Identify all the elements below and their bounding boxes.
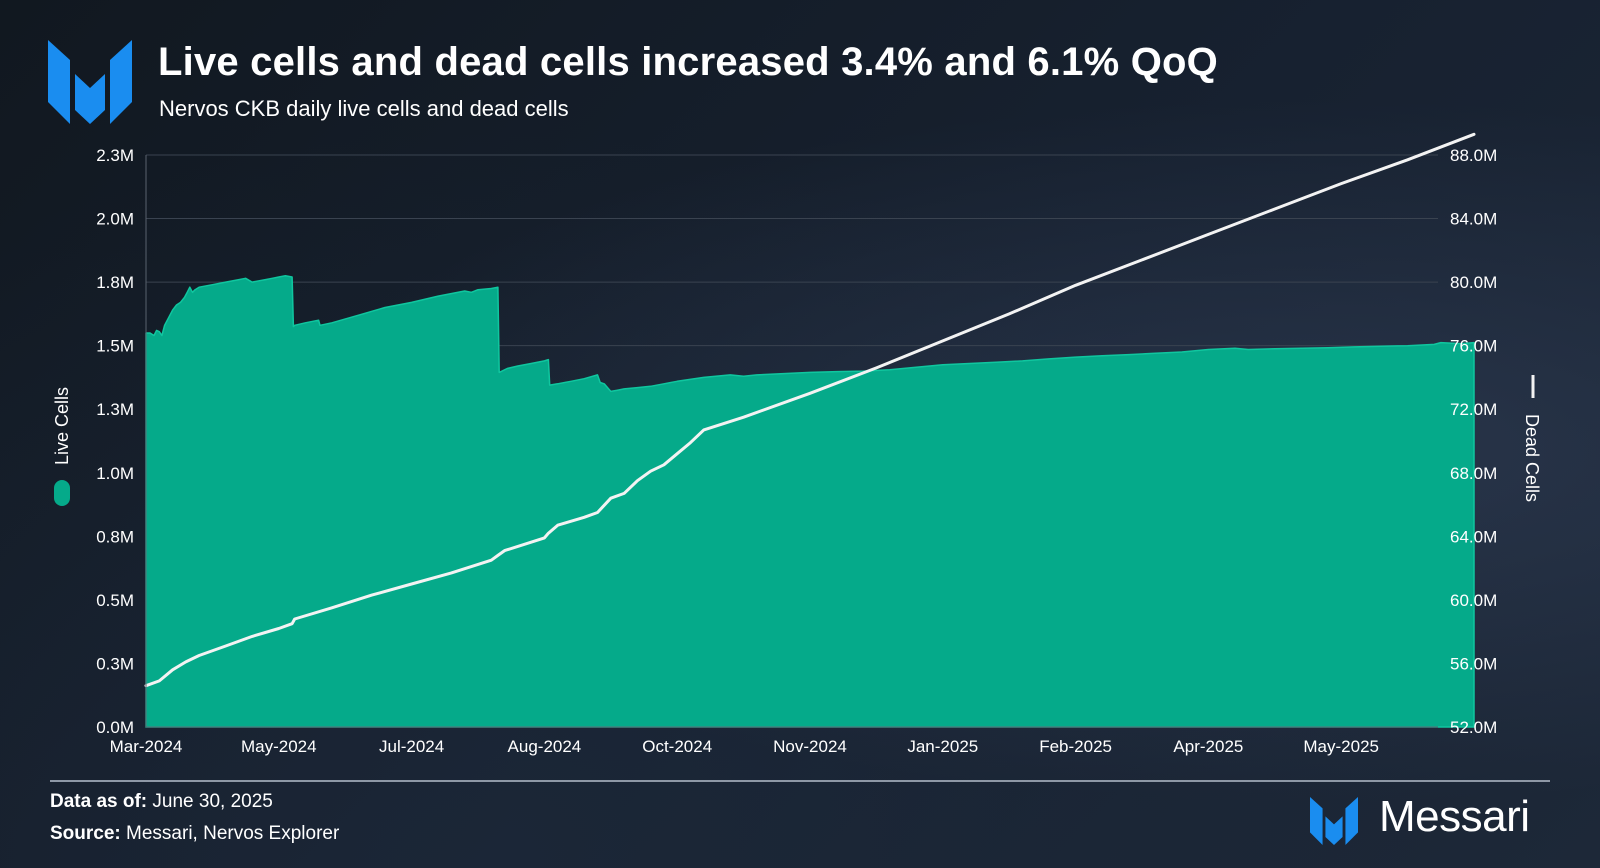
y-right-tick-label: 68.0M [1450,464,1497,483]
y-left-tick-label: 2.0M [96,210,134,229]
y-right-tick-label: 88.0M [1450,146,1497,165]
source-value: Messari, Nervos Explorer [126,823,340,844]
series-area-layer [145,275,1475,728]
messari-brand-icon [1310,797,1358,845]
x-tick-label: Jan-2025 [907,737,978,756]
footer-divider [50,780,1550,782]
dead-cells-legend-label: Dead Cells [1522,414,1542,502]
y-left-tick-label: 0.8M [96,527,134,546]
messari-logo-icon [48,40,132,124]
x-tick-label: May-2024 [241,737,317,756]
y-right-tick-label: 80.0M [1450,273,1497,292]
y-right-tick-label: 64.0M [1450,527,1497,546]
y-left-tick-label: 0.0M [96,718,134,737]
data-as-of: Data as of: June 30, 2025 [50,791,273,813]
y-right-tick-label: 76.0M [1450,337,1497,356]
x-tick-label: Feb-2025 [1039,737,1112,756]
y-right-tick-label: 72.0M [1450,400,1497,419]
live-cells-legend-marker [54,480,70,506]
y-left-tick-label: 1.8M [96,273,134,292]
y-right-tick-label: 56.0M [1450,654,1497,673]
x-tick-label: May-2025 [1303,737,1379,756]
live-cells-legend-label: Live Cells [52,387,72,465]
source: Source: Messari, Nervos Explorer [50,823,339,845]
y-left-tick-label: 1.0M [96,464,134,483]
dead-cells-line [144,132,1476,688]
y-left-tick-label: 1.5M [96,337,134,356]
y-left-tick-label: 0.3M [96,654,134,673]
y-left-tick-label: 1.3M [96,400,134,419]
chart-subtitle: Nervos CKB daily live cells and dead cel… [159,96,569,121]
live-cells-area [145,275,1475,728]
y-right-tick-label: 84.0M [1450,210,1497,229]
data-as-of-label: Data as of: [50,791,148,812]
x-tick-label: Aug-2024 [508,737,582,756]
x-tick-label: Jul-2024 [379,737,444,756]
y-right-tick-label: 52.0M [1450,718,1497,737]
y-right-tick-label: 60.0M [1450,591,1497,610]
y-left-tick-label: 2.3M [96,146,134,165]
x-tick-label: Nov-2024 [773,737,847,756]
x-tick-label: Oct-2024 [642,737,712,756]
x-tick-label: Mar-2024 [110,737,183,756]
messari-brand-name: Messari [1379,792,1530,841]
source-label: Source: [50,823,121,844]
axes: 0.0M 0.3M 0.5M 0.8M 1.0M 1.3M 1.5M 1.8M 2.0M 2.3M… [96,146,1497,756]
data-as-of-value: June 30, 2025 [152,791,273,812]
legend: Live Cells Dead Cells [52,375,1542,506]
x-tick-label: Apr-2025 [1173,737,1243,756]
chart-title: Live cells and dead cells increased 3.4%… [158,40,1218,84]
series-line-layer [144,132,1476,688]
y-left-tick-label: 0.5M [96,591,134,610]
